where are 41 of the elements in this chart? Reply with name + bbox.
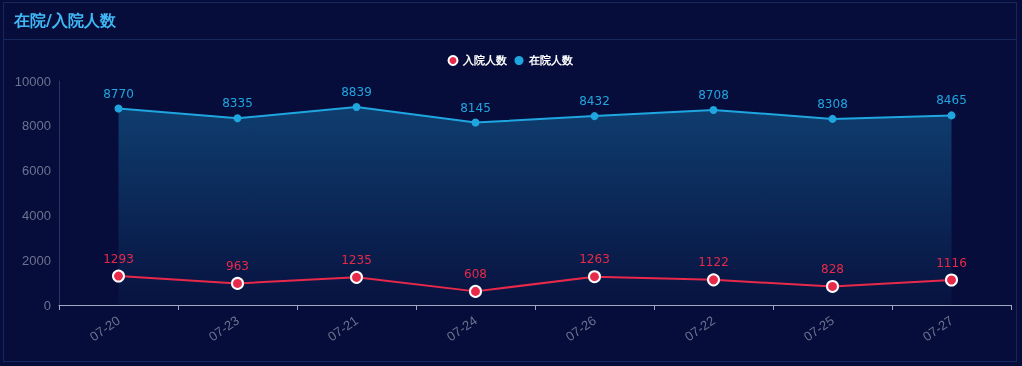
point [588,270,601,284]
chart-title: 在院/入院人数 [4,3,1016,40]
point [947,111,956,120]
data-label: 8465 [936,93,967,108]
data-label: 963 [226,258,249,273]
point [233,114,242,123]
y-tick-label: 2000 [22,252,51,268]
data-label: 8770 [103,86,134,101]
data-label: 1116 [936,255,967,270]
data-label: 8335 [222,96,253,111]
data-label: 8839 [341,85,372,100]
point [352,103,361,111]
point [350,270,363,284]
data-label: 828 [821,261,844,276]
data-label: 1263 [579,252,610,267]
point [469,284,482,298]
y-tick-label: 8000 [22,118,51,134]
point [826,279,839,293]
data-label: 1122 [698,255,729,270]
data-label: 8145 [460,100,491,115]
point [828,114,837,123]
point [590,112,599,121]
point [471,118,480,127]
point [707,273,720,287]
data-label: 608 [464,266,487,281]
point [231,276,244,290]
data-label: 8708 [698,87,729,102]
legend-label: 入院人数 [461,54,508,67]
data-label: 1235 [341,252,372,267]
y-tick-label: 4000 [22,207,51,223]
point [112,269,125,283]
y-tick-label: 10000 [14,73,51,89]
data-label: 1293 [103,251,134,266]
point [709,105,718,114]
legend-label: 在院人数 [527,54,574,67]
point [114,104,123,113]
point [945,273,958,287]
data-label: 8308 [817,96,848,111]
y-tick-label: 6000 [22,163,51,179]
y-tick-label: 0 [43,297,51,313]
data-label: 8432 [579,94,610,109]
